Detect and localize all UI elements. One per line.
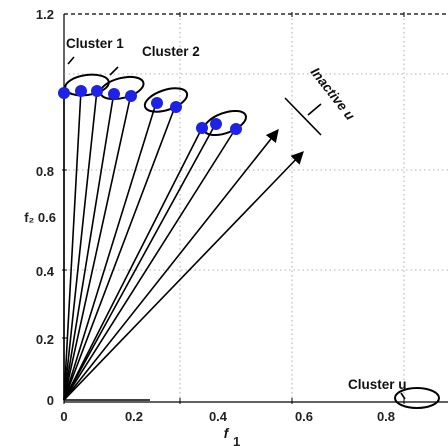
vector-line <box>63 91 115 401</box>
vector-line <box>63 93 132 401</box>
x-tick-label: 0.6 <box>295 409 313 424</box>
y-tick-labels: 1.2 0.8 f₂ 0.6 0.4 0.2 0 <box>24 7 56 408</box>
data-point <box>151 97 163 109</box>
cluster-1-ellipse <box>64 73 110 97</box>
inactive-bar <box>307 103 322 116</box>
vector-line <box>63 103 177 401</box>
inactive-marker <box>284 97 322 136</box>
inactive-bar <box>284 97 322 136</box>
x-tick-label: 0.4 <box>209 409 228 424</box>
cluster-ellipse <box>143 87 189 113</box>
data-point <box>75 85 87 97</box>
x-tick-labels: 0 0.2 0.4 0.6 0.8 <box>60 409 395 424</box>
x-tick-label: 0.2 <box>125 409 143 424</box>
data-point <box>196 122 208 134</box>
cluster-2-pointer <box>109 66 119 76</box>
vector-line <box>63 127 237 401</box>
y-tick-label: 0.8 <box>36 164 54 179</box>
x-tick-label: 0 <box>60 409 67 424</box>
vector-line <box>63 99 158 401</box>
cluster-u-pointer <box>400 392 406 400</box>
vector-line <box>63 127 203 401</box>
inactive-vector-arrow <box>63 128 279 401</box>
data-points <box>58 85 242 135</box>
vector-fan <box>63 89 304 401</box>
cluster-1-pointer <box>67 56 75 65</box>
data-point <box>210 118 222 130</box>
y-tick-label: 1.2 <box>36 7 54 22</box>
y-tick-label: f₂ 0.6 <box>24 210 56 225</box>
vector-line <box>63 122 217 401</box>
frame <box>63 13 448 403</box>
data-point <box>230 123 242 135</box>
data-point <box>91 85 103 97</box>
y-tick-label: 0.4 <box>36 264 55 279</box>
vector-line <box>63 89 98 401</box>
cluster-u-ellipse <box>394 387 440 409</box>
x-tick-label: 0.8 <box>377 409 395 424</box>
data-point <box>108 88 120 100</box>
cluster-u-label: Cluster u <box>348 377 407 392</box>
cluster-1-label: Cluster 1 <box>66 36 124 51</box>
x-axis-title: f 1 <box>224 426 240 446</box>
grid <box>64 14 448 402</box>
inactive-label: Inactive u <box>308 65 359 124</box>
x-axis-subscript: 1 <box>233 434 240 446</box>
data-point <box>125 90 137 102</box>
vector-line <box>63 89 82 401</box>
data-point <box>58 87 70 99</box>
cluster-ellipses <box>64 73 440 409</box>
data-point <box>170 101 182 113</box>
inactive-vector-arrow <box>63 151 304 401</box>
y-tick-label: 0 <box>47 393 54 408</box>
cluster-2-label: Cluster 2 <box>142 44 200 59</box>
cluster-ellipse <box>203 109 247 137</box>
y-tick-label: 0.2 <box>36 332 54 347</box>
x-axis-symbol: f <box>224 426 230 441</box>
